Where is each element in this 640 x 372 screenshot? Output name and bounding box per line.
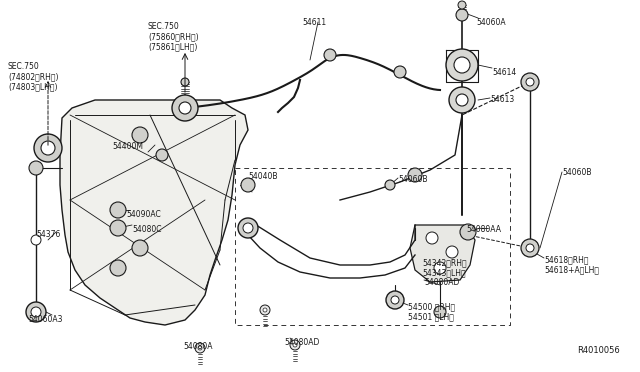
Circle shape bbox=[526, 78, 534, 86]
Circle shape bbox=[34, 134, 62, 162]
Polygon shape bbox=[410, 225, 475, 282]
Circle shape bbox=[456, 9, 468, 21]
Circle shape bbox=[324, 49, 336, 61]
Circle shape bbox=[263, 308, 267, 312]
Text: 54618〈RH〉
54618+A〈LH〉: 54618〈RH〉 54618+A〈LH〉 bbox=[544, 255, 599, 275]
Circle shape bbox=[426, 232, 438, 244]
Circle shape bbox=[408, 168, 422, 182]
Circle shape bbox=[110, 220, 126, 236]
Circle shape bbox=[41, 141, 55, 155]
Text: 54060A3: 54060A3 bbox=[28, 315, 63, 324]
Circle shape bbox=[290, 340, 300, 350]
Text: 54060B: 54060B bbox=[398, 175, 428, 184]
Circle shape bbox=[434, 262, 446, 274]
Text: 54611: 54611 bbox=[302, 18, 326, 27]
Circle shape bbox=[26, 302, 46, 322]
Circle shape bbox=[394, 66, 406, 78]
Circle shape bbox=[391, 296, 399, 304]
Text: 54080C: 54080C bbox=[132, 225, 161, 234]
Circle shape bbox=[243, 223, 253, 233]
Text: SEC.750
(75860〈RH〉)
(75861〈LH〉): SEC.750 (75860〈RH〉) (75861〈LH〉) bbox=[148, 22, 198, 52]
Circle shape bbox=[172, 95, 198, 121]
Circle shape bbox=[446, 246, 458, 258]
Text: 54080A: 54080A bbox=[183, 342, 212, 351]
Circle shape bbox=[241, 178, 255, 192]
Polygon shape bbox=[60, 100, 248, 325]
Text: 54400M: 54400M bbox=[112, 142, 143, 151]
Circle shape bbox=[526, 244, 534, 252]
Circle shape bbox=[110, 202, 126, 218]
Circle shape bbox=[132, 240, 148, 256]
Text: 54342〈RH〉
54343〈LH〉: 54342〈RH〉 54343〈LH〉 bbox=[422, 258, 467, 278]
Circle shape bbox=[521, 73, 539, 91]
Circle shape bbox=[181, 78, 189, 86]
Circle shape bbox=[449, 87, 475, 113]
Circle shape bbox=[386, 291, 404, 309]
Circle shape bbox=[31, 235, 41, 245]
Circle shape bbox=[460, 224, 476, 240]
Circle shape bbox=[132, 127, 148, 143]
Circle shape bbox=[385, 180, 395, 190]
Circle shape bbox=[195, 343, 205, 353]
Circle shape bbox=[110, 260, 126, 276]
Text: 54613: 54613 bbox=[490, 95, 515, 104]
Circle shape bbox=[456, 94, 468, 106]
Circle shape bbox=[521, 239, 539, 257]
Text: 54090AC: 54090AC bbox=[126, 210, 161, 219]
Text: 54040B: 54040B bbox=[248, 172, 278, 181]
Circle shape bbox=[179, 102, 191, 114]
Text: 54080AD: 54080AD bbox=[284, 338, 319, 347]
Text: 54500 〈RH〉
54501 〈LH〉: 54500 〈RH〉 54501 〈LH〉 bbox=[408, 302, 455, 321]
Circle shape bbox=[458, 1, 466, 9]
Text: 54060A: 54060A bbox=[476, 18, 506, 27]
Circle shape bbox=[156, 149, 168, 161]
Text: 54614: 54614 bbox=[492, 68, 516, 77]
Circle shape bbox=[446, 49, 478, 81]
Circle shape bbox=[29, 161, 43, 175]
Circle shape bbox=[434, 306, 446, 318]
Circle shape bbox=[454, 57, 470, 73]
Text: 54060B: 54060B bbox=[562, 168, 591, 177]
Circle shape bbox=[260, 305, 270, 315]
Text: R4010056: R4010056 bbox=[577, 346, 620, 355]
Circle shape bbox=[293, 343, 297, 347]
Text: SEC.750
(74802〈RH〉)
(74803〈LH〉): SEC.750 (74802〈RH〉) (74803〈LH〉) bbox=[8, 62, 58, 92]
Text: 54080AD: 54080AD bbox=[424, 278, 460, 287]
Text: 54080AA: 54080AA bbox=[466, 225, 501, 234]
Text: 54376: 54376 bbox=[36, 230, 60, 239]
Circle shape bbox=[198, 346, 202, 350]
Circle shape bbox=[31, 307, 41, 317]
Circle shape bbox=[238, 218, 258, 238]
